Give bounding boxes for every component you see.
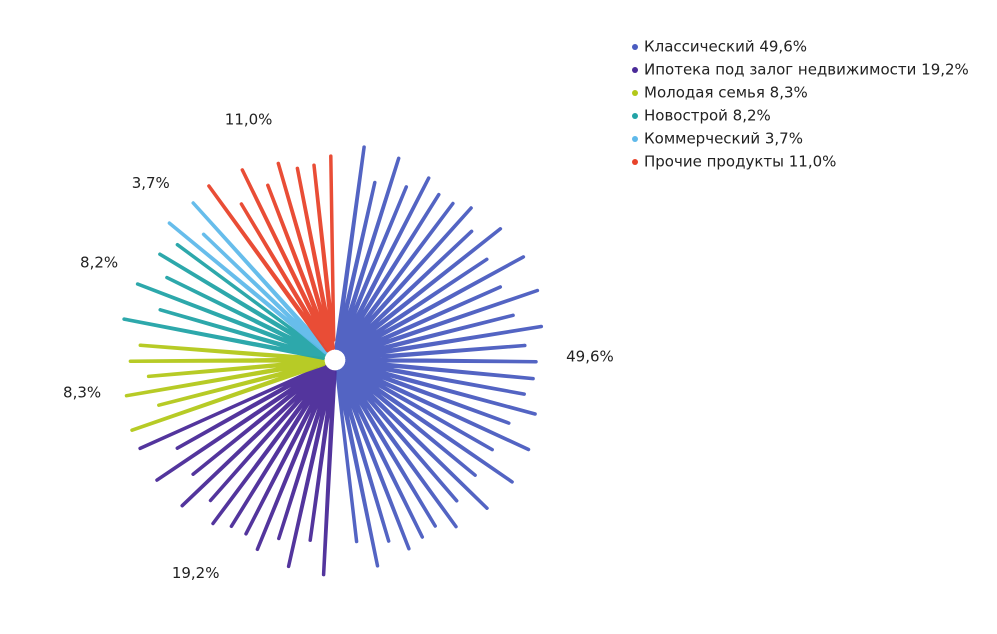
- legend-label: Прочие продукты 11,0%: [644, 153, 836, 171]
- legend-marker: [632, 44, 638, 50]
- legend-marker: [632, 136, 638, 142]
- chart: 49,6% 19,2% 8,3% 8,2% 3,7% 11,0% Классический …: [0, 0, 997, 634]
- data-label: 8,2%: [80, 254, 118, 272]
- legend-label: Коммерческий 3,7%: [644, 130, 803, 148]
- legend-label: Классический 49,6%: [644, 38, 807, 56]
- pie-slice: [140, 366, 335, 574]
- legend-marker: [632, 159, 638, 165]
- data-label: 8,3%: [63, 383, 101, 401]
- data-label: 3,7%: [132, 174, 170, 192]
- data-label: 19,2%: [172, 564, 220, 582]
- legend-marker: [632, 113, 638, 119]
- pie-slice: [336, 147, 541, 566]
- legend-label: Молодая семья 8,3%: [644, 84, 808, 102]
- data-label: 11,0%: [225, 111, 273, 129]
- data-label: 49,6%: [566, 347, 614, 365]
- legend-marker: [632, 67, 638, 73]
- legend-label: Ипотека под залог недвижимости 19,2%: [644, 61, 969, 79]
- legend-marker: [632, 90, 638, 96]
- legend-label: Новострой 8,2%: [644, 107, 771, 125]
